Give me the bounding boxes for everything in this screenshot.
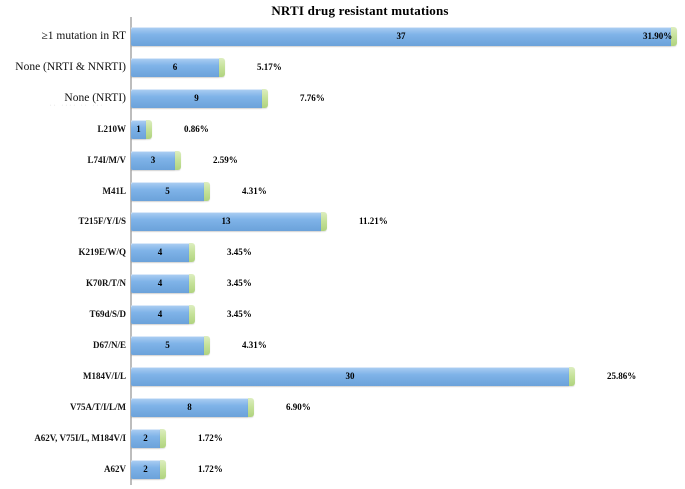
category-label: ≥1 mutation in RT [41,30,126,42]
chart-row: K70R/T/N 4 3.45% [0,273,685,294]
bar-end-cap [189,274,195,293]
chart-row: ≥1 mutation in RT 37 31.90% [0,26,685,47]
chart-row: None (NRTI & NNRTI) 6 5.17% [0,57,685,78]
bar-value-label: 30 [345,371,355,381]
bar-value-label: 9 [194,93,199,103]
chart-row: M184V/I/L 30 25.86% [0,366,685,387]
bar-end-cap [189,243,195,262]
percent-label: 0.86% [184,124,209,134]
bar [131,460,160,479]
chart-row: A62V 2 1.72% [0,459,685,480]
bar-value-label: 1 [136,124,141,134]
percent-label: 3.45% [227,247,252,257]
percent-label: 1.72% [198,433,223,443]
bar-end-cap [219,58,225,77]
bar-end-cap [204,336,210,355]
bar-end-cap [175,151,181,170]
bar [131,151,175,170]
percent-label: 6.90% [286,402,311,412]
percent-label: 4.31% [242,340,267,350]
bar-value-label: 4 [157,309,163,319]
chart-row: M41L 5 4.31% [0,181,685,202]
bar-end-cap [321,212,327,231]
bar-end-cap [262,89,268,108]
percent-label: 11.21% [359,216,388,226]
bar [131,398,248,417]
category-label: M184V/I/L [82,371,126,381]
percent-label: 1.72% [198,464,223,474]
bar-value-label: 8 [187,402,192,412]
bar-end-cap [248,398,254,417]
chart-row: None (NRTI) ·· ···· ·· ··· 9 7.76% [0,88,685,109]
chart-row: K219E/W/Q 4 3.45% [0,242,685,263]
bar-value-label: 4 [157,247,163,257]
category-label: A62V [104,464,126,474]
category-label: T69d/S/D [89,309,126,319]
bar [131,27,671,46]
bar-end-cap [671,27,677,46]
bar [131,243,189,262]
bar-value-label: 4 [157,278,163,288]
percent-label: 5.17% [257,62,282,72]
bar-end-cap [569,367,575,386]
percent-label: 3.45% [227,309,252,319]
category-label: L74I/M/V [87,155,126,165]
chart-row: A62V, V75I/L, M184V/I 2 1.72% [0,428,685,449]
bar-end-cap [160,460,166,479]
bar-end-cap [204,182,210,201]
bar-value-label: 3 [150,155,156,165]
chart-title: NRTI drug resistant mutations [271,3,449,18]
category-label: M41L [102,186,127,196]
chart-row: L210W 1 0.86% [0,119,685,140]
bar-end-cap [160,429,166,448]
bar [131,58,219,77]
category-label: D67/N/E [92,340,126,350]
bar [131,212,321,231]
bar-value-label: 6 [172,62,178,72]
category-label: K219E/W/Q [78,247,126,257]
faded-subnote: ·· ···· ·· ··· [49,103,105,109]
bar [131,120,146,139]
bar [131,89,262,108]
bar [131,336,204,355]
chart-row: V75A/T/I/L/M 8 6.90% [0,397,685,418]
category-label: None (NRTI & NNRTI) [15,61,126,73]
category-label: K70R/T/N [85,278,126,288]
bar-value-label: 37 [396,31,406,41]
chart-row: D67/N/E 5 4.31% [0,335,685,356]
percent-label: 4.31% [242,186,267,196]
percent-label: 31.90% [643,31,673,41]
bar-value-label: 5 [165,340,170,350]
bar-value-label: 2 [143,464,148,474]
category-label: T215F/Y/I/S [78,216,126,226]
percent-label: 2.59% [213,155,238,165]
chart-row: T69d/S/D 4 3.45% [0,304,685,325]
bar [131,367,569,386]
chart-row: T215F/Y/I/S 13 11.21% [0,211,685,232]
category-label: V75A/T/I/L/M [69,402,126,412]
bar [131,305,189,324]
bar-value-label: 13 [221,216,231,226]
percent-label: 25.86% [607,371,637,381]
bar-end-cap [146,120,152,139]
category-label: L210W [97,124,126,134]
percent-label: 7.76% [300,93,325,103]
category-label: None (NRTI) [64,92,126,104]
bar [131,429,160,448]
bar-value-label: 5 [165,186,170,196]
chart-row: L74I/M/V 3 2.59% [0,150,685,171]
percent-label: 3.45% [227,278,252,288]
bar [131,274,189,293]
bar-end-cap [189,305,195,324]
category-label: A62V, V75I/L, M184V/I [34,433,126,443]
bar-value-label: 2 [143,433,148,443]
bar [131,182,204,201]
